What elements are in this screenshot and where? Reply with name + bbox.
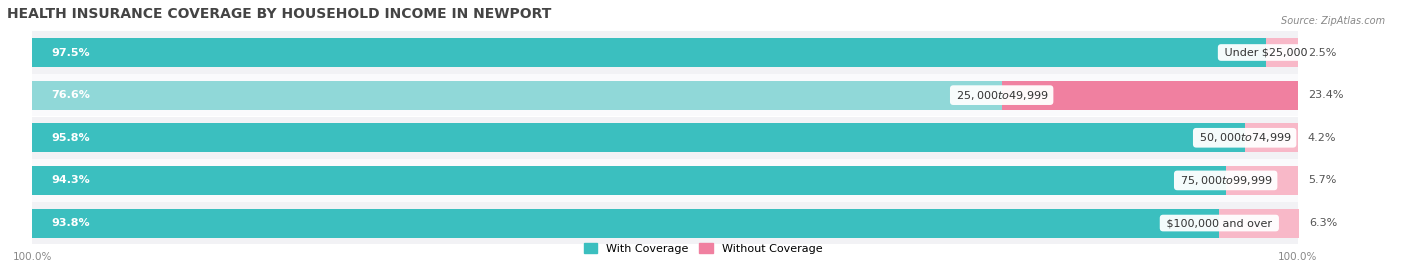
Bar bbox=[1267, 38, 1298, 67]
Text: HEALTH INSURANCE COVERAGE BY HOUSEHOLD INCOME IN NEWPORT: HEALTH INSURANCE COVERAGE BY HOUSEHOLD I… bbox=[7, 7, 551, 21]
Bar bbox=[32, 202, 1298, 244]
Bar bbox=[1244, 123, 1298, 152]
Bar bbox=[32, 31, 1298, 74]
Text: 76.6%: 76.6% bbox=[51, 90, 90, 100]
Text: $75,000 to $99,999: $75,000 to $99,999 bbox=[1177, 174, 1274, 187]
Text: 6.3%: 6.3% bbox=[1309, 218, 1337, 228]
Bar bbox=[32, 208, 1219, 238]
Text: $50,000 to $74,999: $50,000 to $74,999 bbox=[1197, 131, 1294, 144]
Text: 93.8%: 93.8% bbox=[51, 218, 90, 228]
Text: 95.8%: 95.8% bbox=[51, 133, 90, 143]
Text: Under $25,000: Under $25,000 bbox=[1222, 48, 1312, 58]
Text: 94.3%: 94.3% bbox=[51, 175, 90, 185]
Bar bbox=[32, 166, 1226, 195]
Bar bbox=[32, 123, 1244, 152]
Text: 2.5%: 2.5% bbox=[1308, 48, 1336, 58]
Text: 4.2%: 4.2% bbox=[1308, 133, 1337, 143]
Bar bbox=[32, 74, 1298, 116]
Text: 5.7%: 5.7% bbox=[1308, 175, 1336, 185]
Text: 23.4%: 23.4% bbox=[1308, 90, 1344, 100]
Bar bbox=[1226, 166, 1298, 195]
Bar bbox=[32, 159, 1298, 201]
Text: Source: ZipAtlas.com: Source: ZipAtlas.com bbox=[1281, 16, 1385, 26]
Text: 97.5%: 97.5% bbox=[51, 48, 90, 58]
Bar bbox=[32, 117, 1298, 159]
Legend: With Coverage, Without Coverage: With Coverage, Without Coverage bbox=[579, 239, 827, 258]
Text: $100,000 and over: $100,000 and over bbox=[1163, 218, 1275, 228]
Bar bbox=[1219, 208, 1299, 238]
Bar bbox=[1001, 81, 1298, 110]
Bar bbox=[32, 38, 1267, 67]
Text: $25,000 to $49,999: $25,000 to $49,999 bbox=[953, 89, 1050, 102]
Bar bbox=[32, 81, 1001, 110]
